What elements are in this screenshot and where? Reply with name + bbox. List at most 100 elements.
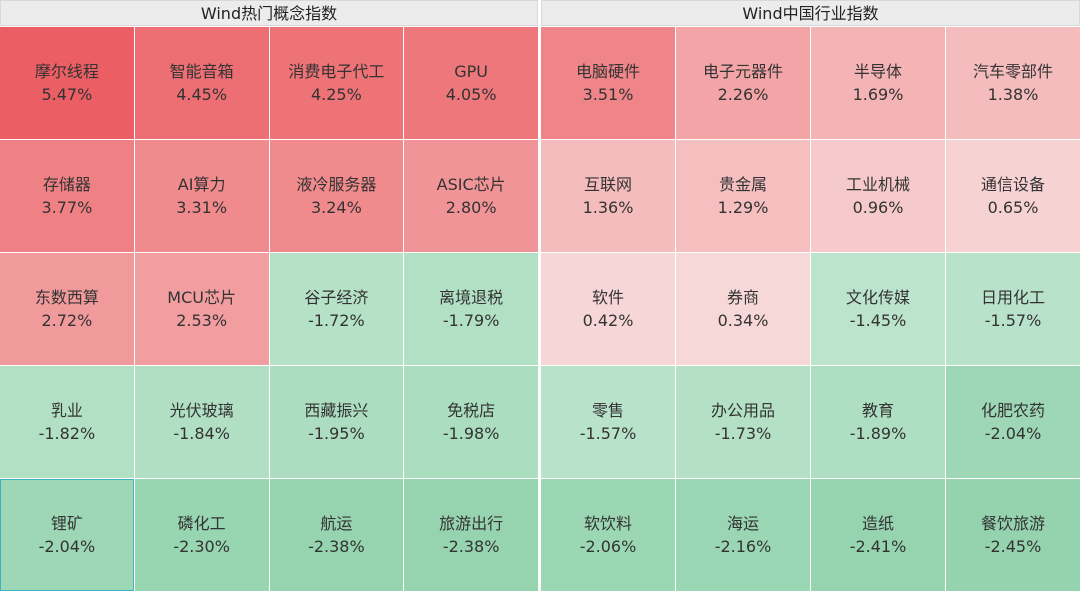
cell-name: 汽车零部件 [972, 62, 1053, 81]
cell-name: 日用化工 [980, 288, 1045, 307]
heatmap-cell[interactable]: 办公用品 -1.73% [676, 366, 810, 478]
heatmap-cell[interactable]: 摩尔线程 5.47% [0, 27, 134, 139]
cell-name: 东数西算 [34, 288, 99, 307]
cell-change-percent: 2.72% [41, 311, 93, 330]
cell-name: 餐饮旅游 [980, 514, 1045, 533]
cell-change-percent: 2.53% [176, 311, 228, 330]
heatmap-cell[interactable]: 乳业 -1.82% [0, 366, 134, 478]
heatmap-cell[interactable]: 免税店 -1.98% [404, 366, 538, 478]
heatmap-cell[interactable]: 东数西算 2.72% [0, 253, 134, 365]
heatmap-cell[interactable]: 文化传媒 -1.45% [811, 253, 945, 365]
heatmap-cell[interactable]: 教育 -1.89% [811, 366, 945, 478]
industry-heatmap-grid: 电脑硬件 3.51% 电子元器件 2.26% 半导体 1.69% 汽车零部件 1.38% 互联网… [541, 27, 1080, 591]
heatmap-cell[interactable]: 造纸 -2.41% [811, 479, 945, 591]
cell-change-percent: 2.80% [445, 198, 497, 217]
cell-name: 航运 [320, 514, 353, 533]
cell-name: 化肥农药 [980, 401, 1045, 420]
cell-name: 存储器 [42, 175, 91, 194]
cell-name: 智能音箱 [169, 62, 234, 81]
cell-change-percent: -1.84% [173, 424, 230, 443]
cell-change-percent: 2.26% [717, 85, 769, 104]
heatmap-cell[interactable]: 软件 0.42% [541, 253, 675, 365]
cell-change-percent: -1.73% [714, 424, 772, 443]
heatmap-cell[interactable]: 海运 -2.16% [676, 479, 810, 591]
cell-name: 磷化工 [177, 514, 226, 533]
cell-name: 软饮料 [583, 514, 632, 533]
cell-name: 文化传媒 [845, 288, 910, 307]
cell-name: ASIC芯片 [436, 175, 506, 194]
heatmap-cell[interactable]: 液冷服务器 3.24% [269, 140, 404, 252]
cell-change-percent: -2.06% [579, 537, 637, 556]
heatmap-cell[interactable]: 日用化工 -1.57% [946, 253, 1080, 365]
cell-name: 通信设备 [980, 175, 1045, 194]
heatmap-cell[interactable]: 航运 -2.38% [269, 479, 404, 591]
cell-change-percent: -1.57% [579, 424, 637, 443]
heatmap-cell[interactable]: 贵金属 1.29% [676, 140, 810, 252]
cell-change-percent: -1.72% [308, 311, 365, 330]
cell-change-percent: -2.04% [38, 537, 96, 556]
heatmap-cell[interactable]: 汽车零部件 1.38% [946, 27, 1080, 139]
heatmap-cell[interactable]: 软饮料 -2.06% [541, 479, 675, 591]
cell-name: 办公用品 [710, 401, 775, 420]
cell-name: 工业机械 [845, 175, 910, 194]
heatmap-cell[interactable]: 锂矿 -2.04% [0, 479, 134, 591]
cell-name: 电子元器件 [702, 62, 783, 81]
heatmap-cell[interactable]: MCU芯片 2.53% [134, 253, 269, 365]
heatmap-cell[interactable]: 工业机械 0.96% [811, 140, 945, 252]
heatmap-cell[interactable]: 通信设备 0.65% [946, 140, 1080, 252]
heatmap-cell[interactable]: 离境退税 -1.79% [404, 253, 538, 365]
cell-change-percent: 3.31% [176, 198, 228, 217]
cell-name: 谷子经济 [304, 288, 369, 307]
cell-change-percent: -1.79% [442, 311, 500, 330]
heatmap-cell[interactable]: 电脑硬件 3.51% [541, 27, 675, 139]
heatmap-cell[interactable]: 半导体 1.69% [811, 27, 945, 139]
cell-change-percent: -1.82% [38, 424, 96, 443]
heatmap-cell[interactable]: 互联网 1.36% [541, 140, 675, 252]
heatmap-cell[interactable]: 券商 0.34% [676, 253, 810, 365]
cell-change-percent: -1.45% [849, 311, 907, 330]
cell-change-percent: -2.16% [714, 537, 772, 556]
cell-name: 离境退税 [439, 288, 504, 307]
cell-name: 西藏振兴 [304, 401, 369, 420]
cell-name: 券商 [726, 288, 759, 307]
cell-name: 锂矿 [50, 514, 83, 533]
cell-change-percent: -2.38% [308, 537, 365, 556]
cell-change-percent: 0.42% [582, 311, 634, 330]
cell-change-percent: 1.69% [852, 85, 904, 104]
heatmap-cell[interactable]: 零售 -1.57% [541, 366, 675, 478]
heatmap-cell[interactable]: 谷子经济 -1.72% [269, 253, 404, 365]
cell-change-percent: 0.96% [852, 198, 904, 217]
concept-index-panel: Wind热门概念指数 摩尔线程 5.47% 智能音箱 4.45% 消费电子代工 4.25%… [0, 0, 538, 591]
cell-name: 电脑硬件 [575, 62, 640, 81]
panel-title: Wind热门概念指数 [0, 0, 538, 26]
cell-change-percent: 3.51% [582, 85, 634, 104]
cell-name: AI算力 [177, 175, 226, 194]
heatmap-cell[interactable]: 电子元器件 2.26% [676, 27, 810, 139]
cell-change-percent: -2.30% [173, 537, 230, 556]
heatmap-cell[interactable]: 磷化工 -2.30% [134, 479, 269, 591]
industry-index-panel: Wind中国行业指数 电脑硬件 3.51% 电子元器件 2.26% 半导体 1.69% 汽车… [541, 0, 1080, 591]
heatmap-cell[interactable]: 西藏振兴 -1.95% [269, 366, 404, 478]
cell-change-percent: 4.25% [310, 85, 362, 104]
cell-change-percent: -1.57% [984, 311, 1042, 330]
cell-name: 摩尔线程 [34, 62, 99, 81]
heatmap-cell[interactable]: 消费电子代工 4.25% [269, 27, 404, 139]
heatmap-cell[interactable]: 餐饮旅游 -2.45% [946, 479, 1080, 591]
heatmap-cell[interactable]: ASIC芯片 2.80% [404, 140, 538, 252]
heatmap-cell[interactable]: GPU 4.05% [404, 27, 538, 139]
heatmap-cell[interactable]: 存储器 3.77% [0, 140, 134, 252]
cell-name: 贵金属 [718, 175, 767, 194]
cell-name: 教育 [861, 401, 894, 420]
heatmap-cell[interactable]: 化肥农药 -2.04% [946, 366, 1080, 478]
heatmap-cell[interactable]: 旅游出行 -2.38% [404, 479, 538, 591]
cell-name: 零售 [591, 401, 624, 420]
heatmap-cell[interactable]: AI算力 3.31% [134, 140, 269, 252]
heatmap-cell[interactable]: 智能音箱 4.45% [134, 27, 269, 139]
cell-name: 旅游出行 [439, 514, 504, 533]
cell-change-percent: 1.36% [582, 198, 634, 217]
cell-name: MCU芯片 [167, 288, 236, 307]
heatmap-cell[interactable]: 光伏玻璃 -1.84% [134, 366, 269, 478]
cell-change-percent: 0.34% [717, 311, 769, 330]
cell-change-percent: -1.89% [849, 424, 907, 443]
